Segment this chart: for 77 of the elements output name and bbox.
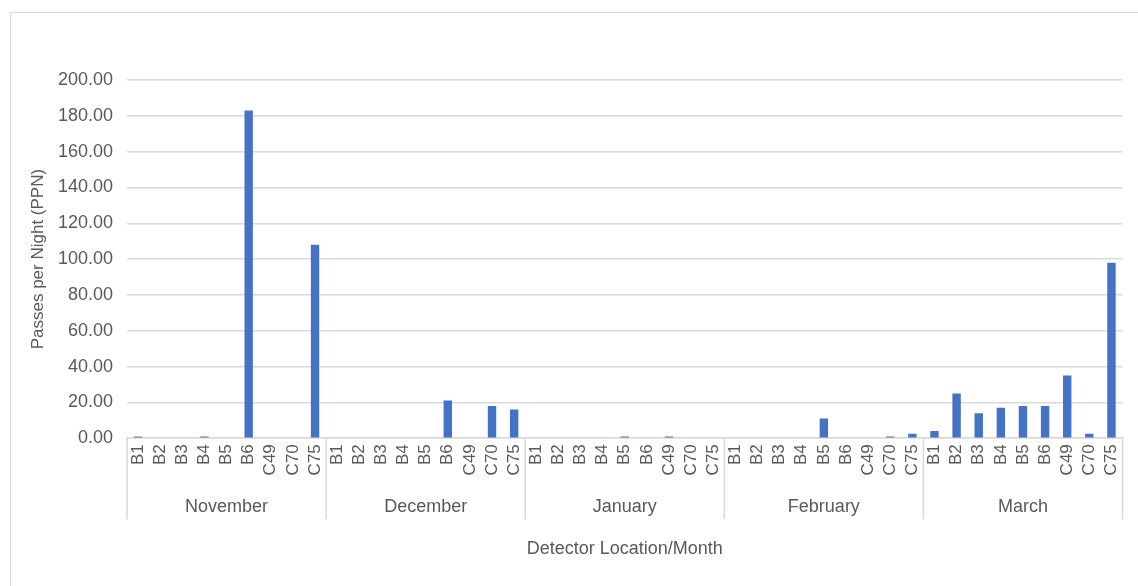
x-tick-label: B2 bbox=[747, 444, 767, 466]
x-tick-label: B1 bbox=[326, 444, 346, 466]
y-tick-label: 80.00 bbox=[67, 283, 113, 304]
x-tick-label: C70 bbox=[481, 444, 501, 476]
x-tick-label: B1 bbox=[525, 444, 545, 466]
bar bbox=[443, 400, 452, 438]
x-tick-label: B2 bbox=[149, 444, 169, 466]
x-tick-label: B3 bbox=[171, 444, 191, 466]
x-tick-label: B3 bbox=[570, 444, 590, 466]
y-tick-label: 40.00 bbox=[67, 355, 113, 376]
bar bbox=[487, 405, 497, 438]
x-tick-label: B5 bbox=[614, 444, 634, 466]
y-tick-label: 200.00 bbox=[57, 68, 113, 89]
x-tick-label: B1 bbox=[924, 444, 944, 466]
x-tick-label: B5 bbox=[813, 444, 833, 466]
x-axis-title: Detector Location/Month bbox=[526, 538, 723, 559]
x-tick-label: B3 bbox=[371, 444, 391, 466]
text: December bbox=[384, 496, 468, 517]
x-tick-label: B4 bbox=[393, 444, 413, 466]
bar bbox=[1107, 262, 1116, 438]
x-tick-label: B4 bbox=[194, 444, 214, 466]
x-tick-label: B1 bbox=[725, 444, 745, 466]
bar bbox=[952, 393, 961, 438]
x-tick-label: B2 bbox=[946, 444, 966, 466]
text: November bbox=[185, 496, 269, 517]
bar bbox=[1040, 405, 1050, 438]
y-tick-label: 0.00 bbox=[77, 427, 113, 448]
y-tick-label: 140.00 bbox=[57, 176, 113, 197]
x-tick-label: C75 bbox=[304, 444, 324, 476]
x-tick-label: B6 bbox=[636, 444, 656, 466]
bar bbox=[310, 244, 320, 438]
bar bbox=[244, 110, 253, 438]
y-tick-label: 160.00 bbox=[57, 140, 113, 161]
y-tick-label: 120.00 bbox=[57, 212, 113, 233]
x-tick-label: B4 bbox=[791, 444, 811, 466]
x-tick-label: C49 bbox=[260, 444, 280, 476]
x-tick-label: C49 bbox=[658, 444, 678, 476]
x-tick-label: B2 bbox=[548, 444, 568, 466]
x-tick-label: B6 bbox=[238, 444, 258, 466]
x-tick-label: C49 bbox=[459, 444, 479, 476]
bar bbox=[509, 409, 519, 438]
x-tick-label: B1 bbox=[127, 444, 147, 466]
bar bbox=[1063, 375, 1072, 438]
x-tick-label: C70 bbox=[680, 444, 700, 476]
x-tick-label: C75 bbox=[1101, 444, 1121, 476]
y-axis-title: Passes per Night (PPN) bbox=[27, 168, 47, 350]
x-tick-label: B5 bbox=[216, 444, 236, 466]
bar bbox=[930, 431, 939, 438]
x-tick-label: C75 bbox=[902, 444, 922, 476]
y-tick-label: 20.00 bbox=[67, 391, 113, 412]
x-tick-label: C49 bbox=[1056, 444, 1076, 476]
x-tick-label: C70 bbox=[879, 444, 899, 476]
y-tick-label: 100.00 bbox=[57, 248, 113, 269]
bar bbox=[974, 413, 983, 438]
x-tick-label: B4 bbox=[990, 444, 1010, 466]
x-tick-label: C70 bbox=[1079, 444, 1099, 476]
x-tick-label: C49 bbox=[857, 444, 877, 476]
y-tick-label: 60.00 bbox=[67, 319, 113, 340]
x-tick-label: B3 bbox=[968, 444, 988, 466]
x-tick-label: C70 bbox=[282, 444, 302, 476]
x-tick-label: B4 bbox=[592, 444, 612, 466]
bar bbox=[996, 407, 1006, 438]
x-tick-label: B2 bbox=[348, 444, 368, 466]
y-tick-label: 180.00 bbox=[57, 104, 113, 125]
x-tick-label: B3 bbox=[769, 444, 789, 466]
x-tick-label: B6 bbox=[835, 444, 855, 466]
x-tick-label: B6 bbox=[1034, 444, 1054, 466]
x-tick-label: B5 bbox=[415, 444, 435, 466]
bar bbox=[819, 418, 829, 438]
x-tick-label: B6 bbox=[437, 444, 457, 466]
bar bbox=[1018, 405, 1028, 438]
x-tick-label: B5 bbox=[1012, 444, 1032, 466]
x-tick-label: C75 bbox=[503, 444, 523, 476]
x-tick-label: C75 bbox=[702, 444, 722, 476]
text: March bbox=[997, 496, 1048, 517]
text: January bbox=[592, 496, 657, 517]
text: February bbox=[787, 496, 860, 517]
